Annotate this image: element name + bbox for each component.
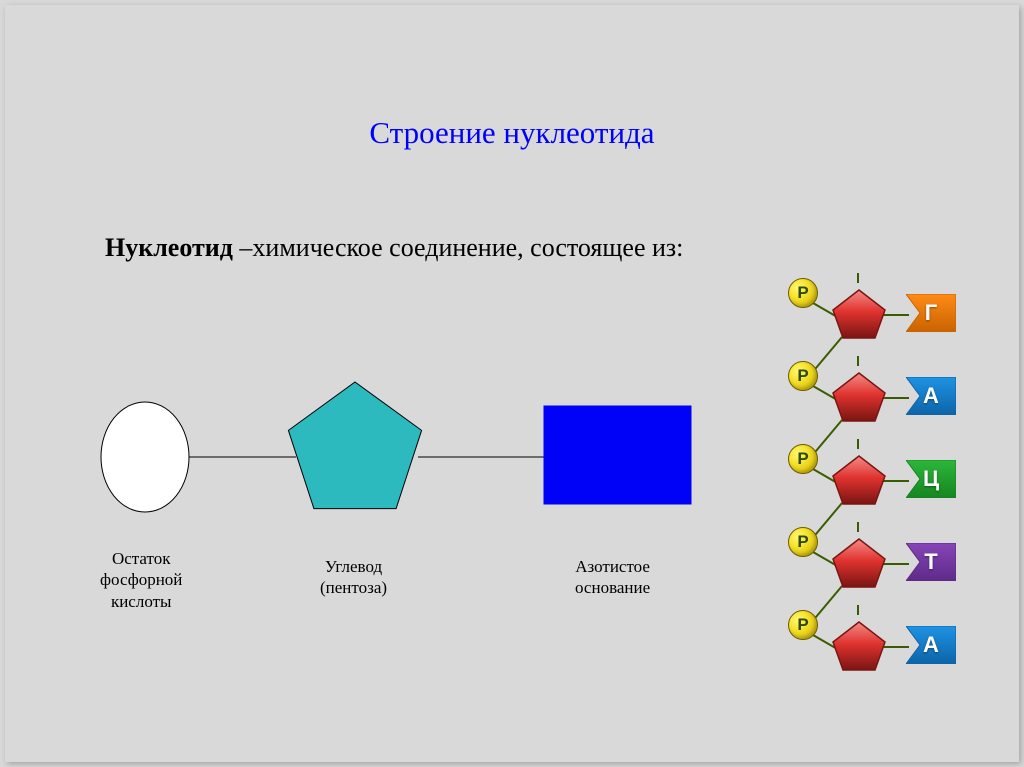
nucleotide-row: P Т: [788, 523, 988, 595]
sugar-icon: [830, 454, 888, 508]
base-tag: А: [906, 626, 956, 664]
base-tag: Г: [906, 294, 956, 332]
nucleotide-row: P Г: [788, 274, 988, 346]
sugar-shape: [288, 382, 421, 509]
sugar-label: Углевод(пентоза): [320, 556, 387, 599]
strand-connector: [857, 439, 859, 449]
nucleotide-row: P А: [788, 357, 988, 429]
phosphate-label: Остатокфосфорнойкислоты: [100, 548, 182, 612]
sugar-icon: [830, 288, 888, 342]
base-tag: А: [906, 377, 956, 415]
nucleotide-row: P А: [788, 606, 988, 678]
nucleotide-row: P Ц: [788, 440, 988, 512]
sugar-icon: [830, 620, 888, 674]
phosphate-icon: P: [788, 527, 818, 557]
sugar-icon: [830, 371, 888, 425]
nucleotide-strand: P ГP: [788, 274, 988, 714]
base-label: Азотистоеоснование: [575, 556, 650, 599]
phosphate-icon: P: [788, 444, 818, 474]
phosphate-shape: [101, 402, 189, 512]
strand-connector: [857, 522, 859, 532]
sugar-icon: [830, 537, 888, 591]
strand-connector: [857, 356, 859, 366]
phosphate-icon: P: [788, 361, 818, 391]
phosphate-icon: P: [788, 610, 818, 640]
strand-connector: [857, 273, 859, 283]
base-tag: Ц: [906, 460, 956, 498]
base-shape: [544, 406, 691, 504]
strand-connector: [857, 605, 859, 615]
base-tag: Т: [906, 543, 956, 581]
phosphate-icon: P: [788, 278, 818, 308]
